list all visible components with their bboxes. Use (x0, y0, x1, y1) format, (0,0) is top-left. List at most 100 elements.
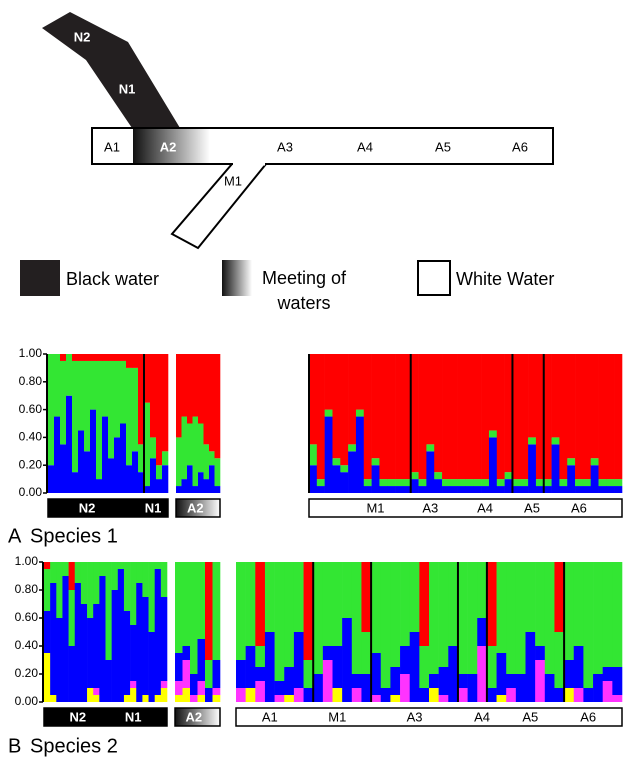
bar-segment (371, 354, 380, 459)
tributary (170, 163, 269, 250)
bar-segment (515, 562, 526, 674)
bar-segment (68, 646, 76, 702)
bar-segment (60, 360, 67, 445)
bar-segment (363, 479, 372, 487)
bar-segment (214, 354, 221, 459)
bar-segment (160, 681, 168, 688)
bar-segment (99, 562, 106, 576)
y-tick-label: 0.60 (15, 610, 39, 624)
site-label: A1 (104, 139, 120, 154)
group-label: A5 (524, 500, 540, 515)
bar-segment (355, 416, 365, 493)
bar-segment (198, 472, 204, 493)
bar-segment (255, 681, 266, 702)
bar-segment (136, 583, 143, 702)
bar-segment (160, 597, 168, 681)
bar-segment (355, 409, 365, 417)
bar-segment (448, 646, 459, 702)
bar-segment (402, 486, 412, 493)
bar-segment (54, 416, 61, 493)
panel-label: B (8, 735, 21, 757)
bar-segment (434, 354, 443, 473)
bar-segment (150, 458, 157, 493)
bar-segment (593, 674, 603, 702)
bar-segment (567, 465, 576, 493)
bar-segment (78, 360, 85, 431)
bar-segment (102, 360, 109, 417)
bar-segment (78, 354, 85, 361)
bar-segment (380, 562, 391, 688)
bar-segment (198, 423, 204, 473)
bar-segment (48, 354, 55, 466)
bar-segment (332, 354, 341, 459)
bar-segment (543, 479, 552, 487)
bar-segment (175, 681, 183, 695)
bar-segment (274, 681, 285, 695)
bar-segment (567, 458, 576, 466)
bar-segment (117, 569, 125, 702)
bar-segment (84, 354, 91, 361)
bar-segment (322, 660, 333, 702)
bar-segment (197, 681, 206, 695)
bar-segment (564, 562, 575, 660)
bar-segment (400, 562, 410, 646)
bar-segment (162, 465, 169, 493)
bar-segment (457, 674, 468, 688)
bar-segment (212, 660, 221, 688)
bar-segment (438, 695, 449, 702)
bar-segment (44, 653, 51, 702)
bar-segment (44, 569, 51, 611)
bar-segment (525, 562, 536, 632)
legend-swatch (20, 260, 60, 296)
bar-segment (74, 562, 82, 583)
bar-segment (582, 354, 591, 480)
bar-segment (236, 660, 246, 688)
bar-segment (303, 562, 314, 660)
bar-segment (496, 653, 507, 695)
bar-segment (559, 354, 568, 480)
bar-segment (197, 562, 206, 639)
bar-segment (409, 562, 420, 632)
bar-segment (481, 354, 490, 480)
bar-segment (477, 562, 488, 618)
bar-segment (488, 354, 498, 431)
bar-segment (316, 486, 325, 493)
site-label: M1 (224, 173, 242, 188)
river-label: N2 (74, 29, 91, 44)
bar-segment (410, 354, 419, 473)
bar-segment (114, 360, 121, 438)
bar-segment (87, 618, 94, 688)
bar-segment (410, 479, 419, 493)
group-label: A2 (185, 709, 202, 724)
bar-segment (144, 402, 151, 487)
bar-segment (156, 465, 163, 480)
bar-segment (120, 354, 127, 361)
bar-segment (255, 667, 266, 681)
bar-segment (181, 416, 188, 480)
bar-segment (363, 354, 372, 480)
bar-segment (481, 486, 490, 493)
bar-segment (426, 444, 435, 452)
bar-segment (126, 465, 133, 493)
bar-segment (438, 562, 449, 667)
bar-segment (473, 479, 482, 487)
bar-segment (66, 395, 73, 493)
bar-segment (614, 486, 623, 493)
bar-segment (205, 562, 213, 660)
bar-segment (477, 646, 488, 702)
bar-segment (418, 486, 427, 493)
site-label: A4 (357, 139, 373, 154)
bar-segment (525, 632, 536, 702)
bar-segment (496, 354, 505, 480)
bar-segment (162, 451, 169, 466)
bar-segment (486, 688, 497, 702)
y-tick-label: 0.00 (19, 485, 43, 499)
bar-segment (62, 562, 69, 576)
bar-segment (111, 562, 119, 590)
bar-segment (351, 562, 362, 674)
bar-segment (132, 451, 139, 493)
bar-segment (504, 479, 513, 493)
legend-swatch (417, 260, 451, 296)
bar-segment (395, 479, 404, 487)
bar-segment (535, 660, 546, 702)
